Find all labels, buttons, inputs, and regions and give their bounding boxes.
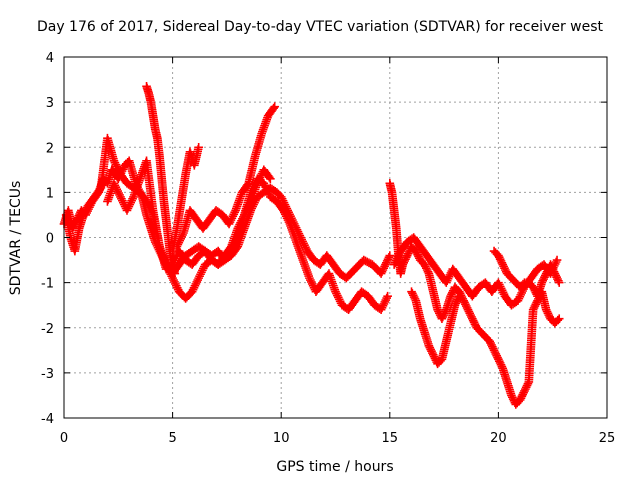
y-tick-label: 3 xyxy=(46,96,54,111)
data-point-marker xyxy=(552,255,562,265)
x-tick-label: 5 xyxy=(168,431,176,446)
data-point-marker xyxy=(518,279,528,289)
data-point-marker xyxy=(553,315,563,325)
data-point-marker xyxy=(554,278,564,287)
y-tick-label: -2 xyxy=(41,322,54,337)
x-axis-label: GPS time / hours xyxy=(276,459,393,475)
x-tick-label: 15 xyxy=(382,431,399,446)
y-tick-label: 0 xyxy=(46,232,54,247)
series-track-g xyxy=(385,179,564,409)
y-tick-label: -3 xyxy=(41,367,54,382)
data-point-marker xyxy=(383,291,392,301)
chart-title: Day 176 of 2017, Sidereal Day-to-day VTE… xyxy=(37,19,604,35)
x-tick-label: 10 xyxy=(273,431,290,446)
data-point-marker xyxy=(95,185,105,194)
series-track-c xyxy=(103,156,275,274)
y-axis-label: SDTVAR / TECUs xyxy=(8,181,24,296)
x-tick-label: 20 xyxy=(490,431,507,446)
data-point-marker xyxy=(170,269,180,278)
data-point-marker xyxy=(266,174,275,184)
series-track-i xyxy=(407,287,464,369)
data-point-marker xyxy=(270,102,279,111)
y-tick-label: -1 xyxy=(41,277,54,292)
x-tick-label: 25 xyxy=(599,431,616,446)
y-tick-label: 1 xyxy=(46,186,54,201)
axis-ticks xyxy=(63,56,608,419)
series-track-f xyxy=(172,102,279,251)
y-tick-label: 4 xyxy=(46,51,54,66)
data-points xyxy=(59,82,564,409)
data-point-marker xyxy=(194,142,203,152)
y-tick-label: -4 xyxy=(41,412,54,427)
series-track-e xyxy=(168,142,203,256)
y-tick-label: 2 xyxy=(46,141,54,156)
y-tick-labels: -4 -3 -2 -1 0 1 2 3 4 xyxy=(41,51,54,427)
series-track-d xyxy=(142,82,180,278)
data-point-marker xyxy=(554,314,564,324)
x-tick-labels: 0 5 10 15 20 25 xyxy=(60,431,615,446)
x-tick-label: 0 xyxy=(60,431,68,446)
series-track-j xyxy=(489,246,564,301)
data-point-marker xyxy=(385,251,395,260)
data-point-marker xyxy=(269,103,278,113)
data-point-marker xyxy=(455,291,464,301)
data-point-marker xyxy=(264,173,274,182)
